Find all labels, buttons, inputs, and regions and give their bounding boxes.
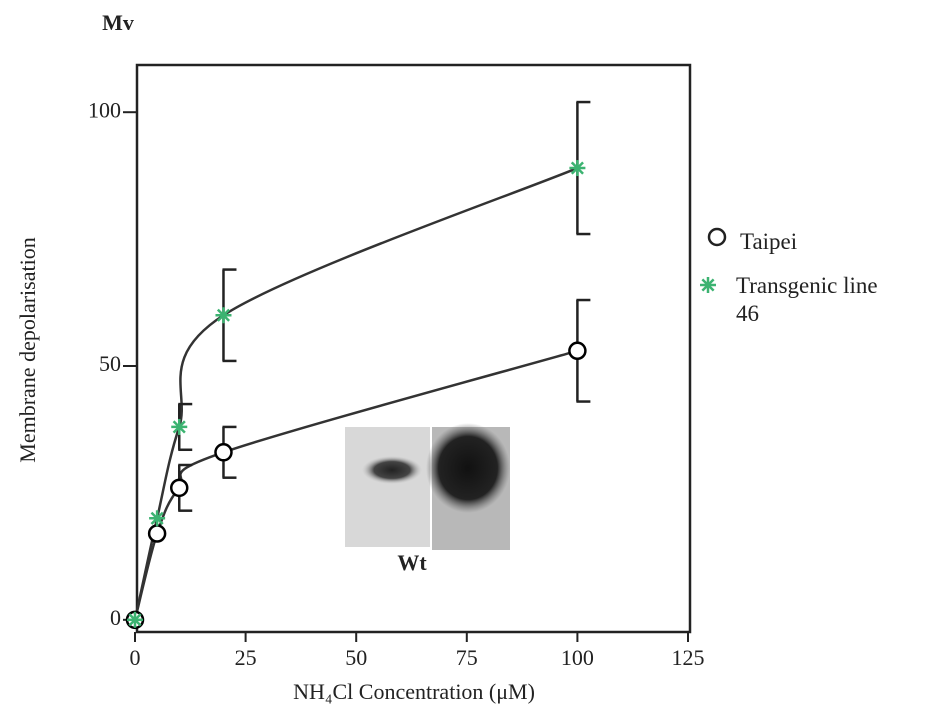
y-tick-label: 50: [99, 351, 121, 376]
inset-label: Wt: [397, 550, 427, 575]
x-tick-label: 0: [130, 645, 141, 670]
blot-band: [426, 423, 510, 513]
data-point: [569, 343, 585, 359]
x-tick-label: 100: [561, 645, 594, 670]
data-point: [569, 160, 585, 176]
y-tick-label: 100: [88, 97, 121, 122]
y-axis-label: Membrane depolarisation: [15, 237, 40, 462]
inset-blot: [345, 423, 510, 550]
legend-marker: [709, 229, 725, 245]
figure: Mv Membrane depolarisation NH₄Cl Concent…: [0, 0, 939, 717]
blot-lane: [345, 427, 430, 547]
blot-band: [362, 456, 422, 484]
data-point: [149, 510, 165, 526]
x-tick-label: 50: [345, 645, 367, 670]
x-tick-label: 75: [456, 645, 478, 670]
legend-label: Transgenic line 46: [736, 272, 906, 328]
x-tick-label: 125: [672, 645, 705, 670]
x-tick-label: 25: [235, 645, 257, 670]
legend-marker: [700, 277, 716, 293]
data-point: [215, 444, 231, 460]
data-point: [215, 307, 231, 323]
chart: Mv Membrane depolarisation NH₄Cl Concent…: [0, 0, 939, 717]
unit-label: Mv: [102, 10, 134, 35]
x-axis-label: NH₄Cl Concentration (μM): [293, 679, 535, 704]
data-point: [171, 480, 187, 496]
legend-label: Taipei: [740, 228, 797, 256]
fit-curve: [135, 168, 577, 620]
data-point: [171, 419, 187, 435]
data-point: [149, 526, 165, 542]
y-tick-label: 0: [110, 605, 121, 630]
data-point: [127, 612, 143, 628]
